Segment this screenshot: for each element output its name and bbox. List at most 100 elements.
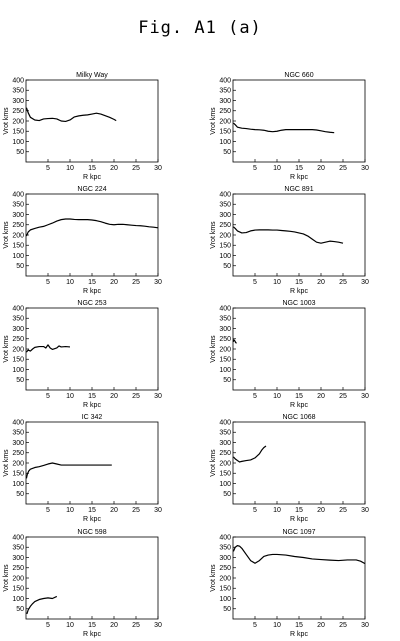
y-tick-label: 100 (219, 596, 231, 603)
y-tick-label: 350 (219, 316, 231, 323)
y-tick-label: 300 (12, 212, 24, 219)
x-tick-label: 5 (253, 279, 257, 286)
y-tick-label: 400 (12, 77, 24, 84)
y-tick-label: 50 (223, 149, 231, 156)
y-tick-label: 50 (16, 606, 24, 613)
x-tick-label: 10 (66, 507, 74, 514)
x-axis-label: R kpc (290, 174, 308, 181)
y-tick-label: 250 (12, 336, 24, 343)
y-tick-label: 400 (219, 419, 231, 426)
x-tick-label: 25 (339, 622, 347, 629)
y-tick-label: 400 (12, 305, 24, 312)
y-axis-label: Vrot kms (3, 221, 10, 249)
x-tick-label: 30 (154, 279, 162, 286)
y-tick-label: 200 (12, 575, 24, 582)
y-tick-label: 100 (12, 139, 24, 146)
y-axis-label: Vrot kms (210, 107, 217, 135)
y-tick-label: 200 (12, 460, 24, 467)
y-tick-label: 300 (219, 326, 231, 333)
y-tick-label: 100 (12, 253, 24, 260)
chart-title: Milky Way (76, 72, 108, 79)
plot-frame (232, 307, 366, 391)
x-axis-label: R kpc (290, 288, 308, 295)
y-axis-label: Vrot kms (210, 449, 217, 477)
y-tick-label: 350 (12, 202, 24, 209)
plot-frame (232, 193, 366, 277)
x-tick-label: 10 (273, 507, 281, 514)
rotation-curve (25, 107, 117, 123)
y-axis-label: Vrot kms (210, 564, 217, 592)
chart-milky-way: Milky Way 50 100 150 200 250 300 350 400 5 10 15 20 2… (3, 72, 162, 181)
x-tick-label: 10 (273, 393, 281, 400)
y-tick-label: 50 (16, 149, 24, 156)
x-tick-label: 20 (317, 622, 325, 629)
y-tick-label: 250 (12, 108, 24, 115)
chart-ngc-253: NGC 253 50 100 150 200 250 300 350 400 5 10 15 20 25 3… (3, 300, 162, 409)
y-tick-label: 350 (12, 316, 24, 323)
chart-ngc-1097: NGC 1097 50 100 150 200 250 300 350 400 5 10 15 20 25… (210, 529, 369, 638)
x-tick-label: 25 (339, 507, 347, 514)
x-tick-label: 15 (88, 393, 96, 400)
x-tick-label: 15 (88, 622, 96, 629)
chart-ngc-1003: NGC 1003 50 100 150 200 250 300 350 400 5 10 15 20 25… (210, 300, 369, 409)
x-tick-label: 30 (361, 622, 369, 629)
y-tick-label: 150 (12, 357, 24, 364)
x-axis-label: R kpc (83, 402, 101, 409)
x-tick-label: 30 (154, 507, 162, 514)
chart-title: NGC 1068 (282, 414, 315, 421)
x-tick-label: 10 (66, 393, 74, 400)
x-tick-label: 5 (253, 165, 257, 172)
y-tick-label: 350 (219, 202, 231, 209)
x-tick-label: 15 (295, 165, 303, 172)
x-tick-label: 20 (317, 165, 325, 172)
figure-title: Fig. A1 (a) (138, 18, 262, 38)
x-tick-label: 20 (110, 622, 118, 629)
y-axis-label: Vrot kms (3, 564, 10, 592)
y-tick-label: 400 (12, 191, 24, 198)
y-axis-label: Vrot kms (3, 107, 10, 135)
y-tick-label: 250 (12, 222, 24, 229)
y-tick-label: 300 (12, 440, 24, 447)
plot-frame (232, 421, 366, 505)
y-axis-label: Vrot kms (3, 449, 10, 477)
x-tick-label: 15 (88, 279, 96, 286)
plot-frame (25, 536, 159, 620)
y-tick-label: 400 (219, 305, 231, 312)
x-axis-label: R kpc (83, 631, 101, 638)
y-tick-label: 300 (12, 555, 24, 562)
y-tick-label: 200 (219, 575, 231, 582)
x-tick-label: 30 (154, 165, 162, 172)
x-tick-label: 15 (88, 507, 96, 514)
x-tick-label: 10 (273, 165, 281, 172)
y-tick-label: 300 (219, 98, 231, 105)
x-tick-label: 10 (66, 279, 74, 286)
y-tick-label: 150 (12, 129, 24, 136)
y-tick-label: 100 (219, 139, 231, 146)
y-tick-label: 50 (223, 263, 231, 270)
y-tick-label: 100 (12, 481, 24, 488)
x-tick-label: 20 (110, 507, 118, 514)
x-tick-label: 20 (317, 507, 325, 514)
rotation-curve (232, 545, 366, 565)
rotation-curve (233, 226, 344, 244)
y-tick-label: 200 (219, 346, 231, 353)
x-tick-label: 20 (110, 393, 118, 400)
chart-ic-342: IC 342 50 100 150 200 250 300 350 400 5 10 15 20 25 30… (3, 414, 162, 523)
y-tick-label: 50 (16, 491, 24, 498)
chart-ngc-891: NGC 891 50 100 150 200 250 300 350 400 5 10 15 20 25 3… (210, 186, 369, 295)
x-tick-label: 5 (46, 165, 50, 172)
x-tick-label: 15 (295, 622, 303, 629)
y-tick-label: 100 (219, 253, 231, 260)
y-tick-label: 150 (12, 243, 24, 250)
y-tick-label: 150 (219, 129, 231, 136)
chart-title: NGC 660 (284, 72, 313, 79)
x-tick-label: 5 (253, 622, 257, 629)
chart-title: NGC 1003 (282, 300, 315, 307)
y-tick-label: 350 (12, 88, 24, 95)
x-tick-label: 25 (132, 165, 140, 172)
y-tick-label: 300 (219, 212, 231, 219)
y-tick-label: 150 (12, 471, 24, 478)
x-tick-label: 15 (88, 165, 96, 172)
x-tick-label: 10 (273, 279, 281, 286)
y-tick-label: 150 (219, 243, 231, 250)
